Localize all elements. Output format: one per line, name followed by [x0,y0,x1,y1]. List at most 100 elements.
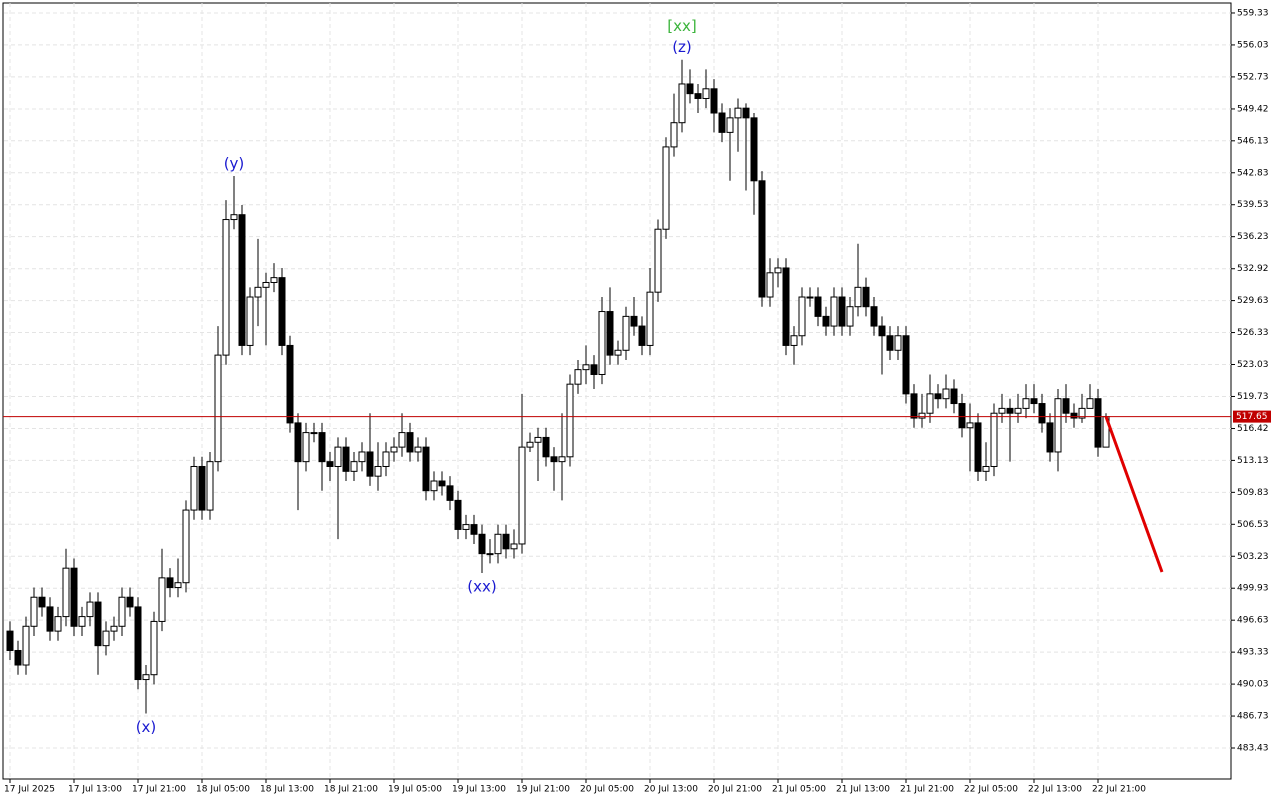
candle-body [950,388,958,405]
candle-body [526,441,534,448]
candle-body [614,349,622,356]
candle-body [270,277,278,283]
wave-label: (xx) [467,578,496,596]
candle-body [782,267,790,346]
candle-body [310,432,318,435]
y-tick-label: 559.33 [1237,8,1269,18]
candle-body [334,446,342,467]
candle-body [822,315,830,327]
candle-body [446,485,454,501]
candle-body [182,509,190,584]
x-tick-label: 17 Jul 2025 [4,785,55,795]
candle-body [646,291,654,346]
candle-body [558,456,566,463]
candle-body [654,228,662,293]
candle-body [1054,398,1062,453]
y-tick-label: 486.73 [1237,712,1269,722]
candle-body [374,465,382,477]
candle-body [590,364,598,375]
candle-body [1078,407,1086,419]
candle-body [862,286,870,308]
x-tick-label: 19 Jul 21:00 [516,785,570,795]
y-tick-label: 509.83 [1237,488,1269,498]
plot-frame [2,2,1232,780]
candle-body [222,219,230,356]
forecast-line [1104,416,1164,573]
wave-label: (y) [224,154,245,172]
candle-body [366,451,374,477]
price-label-box [1233,410,1271,423]
x-tick-label: 21 Jul 21:00 [900,785,954,795]
y-tick-label: 503.23 [1237,552,1269,562]
candle-body [230,214,238,221]
y-tick-label: 546.13 [1237,136,1269,146]
candle-body [958,403,966,429]
x-tick-label: 19 Jul 05:00 [388,785,442,795]
y-tick-label: 552.73 [1237,72,1269,82]
candle-body [766,272,774,298]
candle-body [430,480,438,492]
candle-body [1094,398,1102,448]
candle-body [726,117,734,133]
candle-body [70,567,78,627]
candle-body [966,422,974,429]
candle-body [478,533,486,555]
candle-body [190,465,198,511]
wave-label: (z) [672,38,692,56]
candle-body [486,553,494,556]
x-tick-label: 22 Jul 05:00 [964,785,1018,795]
candle-body [942,388,950,400]
x-tick-label: 17 Jul 21:00 [132,785,186,795]
candle-body [670,122,678,148]
candle-body [1046,422,1054,453]
y-tick-label: 532.92 [1237,264,1269,274]
x-tick-label: 22 Jul 13:00 [1028,785,1082,795]
x-tick-label: 20 Jul 05:00 [580,785,634,795]
candle-body [358,451,366,463]
candle-body [38,596,46,608]
candle-body [1038,403,1046,424]
candle-body [294,422,302,463]
candle-body [414,446,422,453]
candle-body [806,296,814,299]
candle-body [246,296,254,346]
y-tick-label: 519.73 [1237,392,1269,402]
candle-body [390,446,398,453]
x-tick-label: 22 Jul 21:00 [1092,785,1146,795]
y-tick-label: 549.42 [1237,104,1269,114]
candle-body [734,107,742,119]
candle-body [606,311,614,356]
candle-body [910,393,918,419]
candle-body [1062,398,1070,414]
x-tick-label: 18 Jul 05:00 [196,785,250,795]
candle-body [110,625,118,632]
candle-body [78,616,86,627]
candle-body [934,393,942,400]
candle-body [302,432,310,463]
candle-body [758,180,766,298]
candle-body [926,393,934,414]
candle-body [318,432,326,463]
candle-body [694,93,702,99]
candle-body [982,465,990,472]
candle-body [494,533,502,555]
candle-body [830,296,838,327]
candle-body [438,480,446,487]
candle-body [598,311,606,375]
candle-body [902,335,910,395]
candle-body [326,461,334,467]
candle-body [286,344,294,424]
x-tick-label: 18 Jul 13:00 [260,785,314,795]
candle-body [422,446,430,492]
candle-body [278,277,286,346]
candle-body [894,335,902,351]
candle-body [238,214,246,346]
candle-body [998,407,1006,414]
y-tick-label: 506.53 [1237,520,1269,530]
candle-body [1014,407,1022,414]
candle-body [118,596,126,627]
candle-body [774,267,782,274]
candle-body [254,286,262,298]
candle-body [718,112,726,133]
